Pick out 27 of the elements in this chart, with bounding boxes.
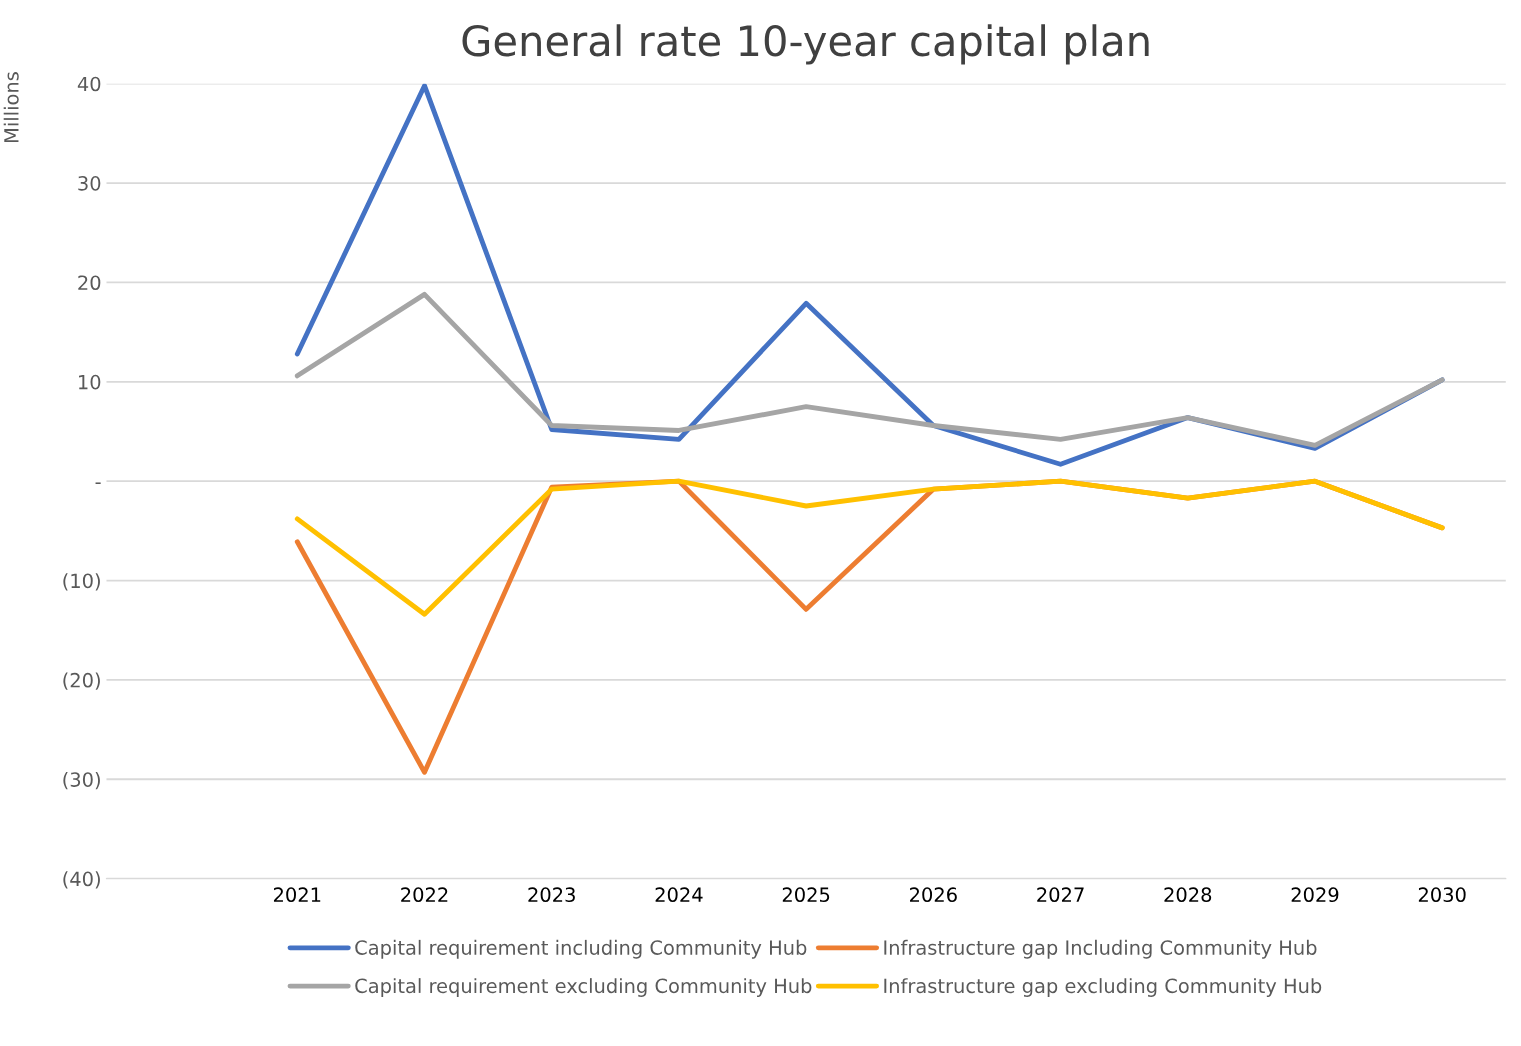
x-tick-label: 2023	[528, 887, 575, 903]
y-tick-label: (10)	[63, 573, 100, 591]
y-tick-label: 20	[78, 275, 101, 291]
x-tick-label: 2025	[782, 887, 830, 903]
y-tick-label: (30)	[63, 771, 100, 790]
legend-label: Infrastructure gap Including Community Hub	[884, 939, 1317, 959]
y-tick-label: -	[95, 482, 101, 484]
y-tick-label: 10	[79, 374, 101, 390]
x-tick-label: 2030	[1418, 887, 1466, 903]
x-tick-label: 2027	[1037, 887, 1084, 903]
line-series	[294, 291, 1445, 448]
y-tick-label: (20)	[63, 672, 100, 690]
legend-label: Capital requirement excluding Community Hub	[355, 978, 812, 997]
y-tick-label: (40)	[63, 871, 100, 889]
x-tick-label: 2029	[1291, 887, 1339, 903]
x-tick-label: 2026	[910, 887, 957, 903]
legend-label: Infrastructure gap excluding Community Hub	[884, 978, 1322, 997]
x-tick-label: 2028	[1164, 887, 1212, 903]
legend-label: Capital requirement including Community Hub	[355, 939, 807, 959]
x-tick-label: 2022	[401, 887, 448, 903]
x-tick-label: 2021	[273, 887, 321, 903]
chart-title: General rate 10-year capital plan	[462, 24, 1149, 65]
y-tick-label: 40	[77, 76, 101, 92]
y-axis-title: Millions	[3, 72, 19, 142]
y-tick-label: 30	[78, 176, 101, 191]
x-tick-label: 2024	[655, 887, 703, 903]
line-series	[294, 478, 1445, 617]
